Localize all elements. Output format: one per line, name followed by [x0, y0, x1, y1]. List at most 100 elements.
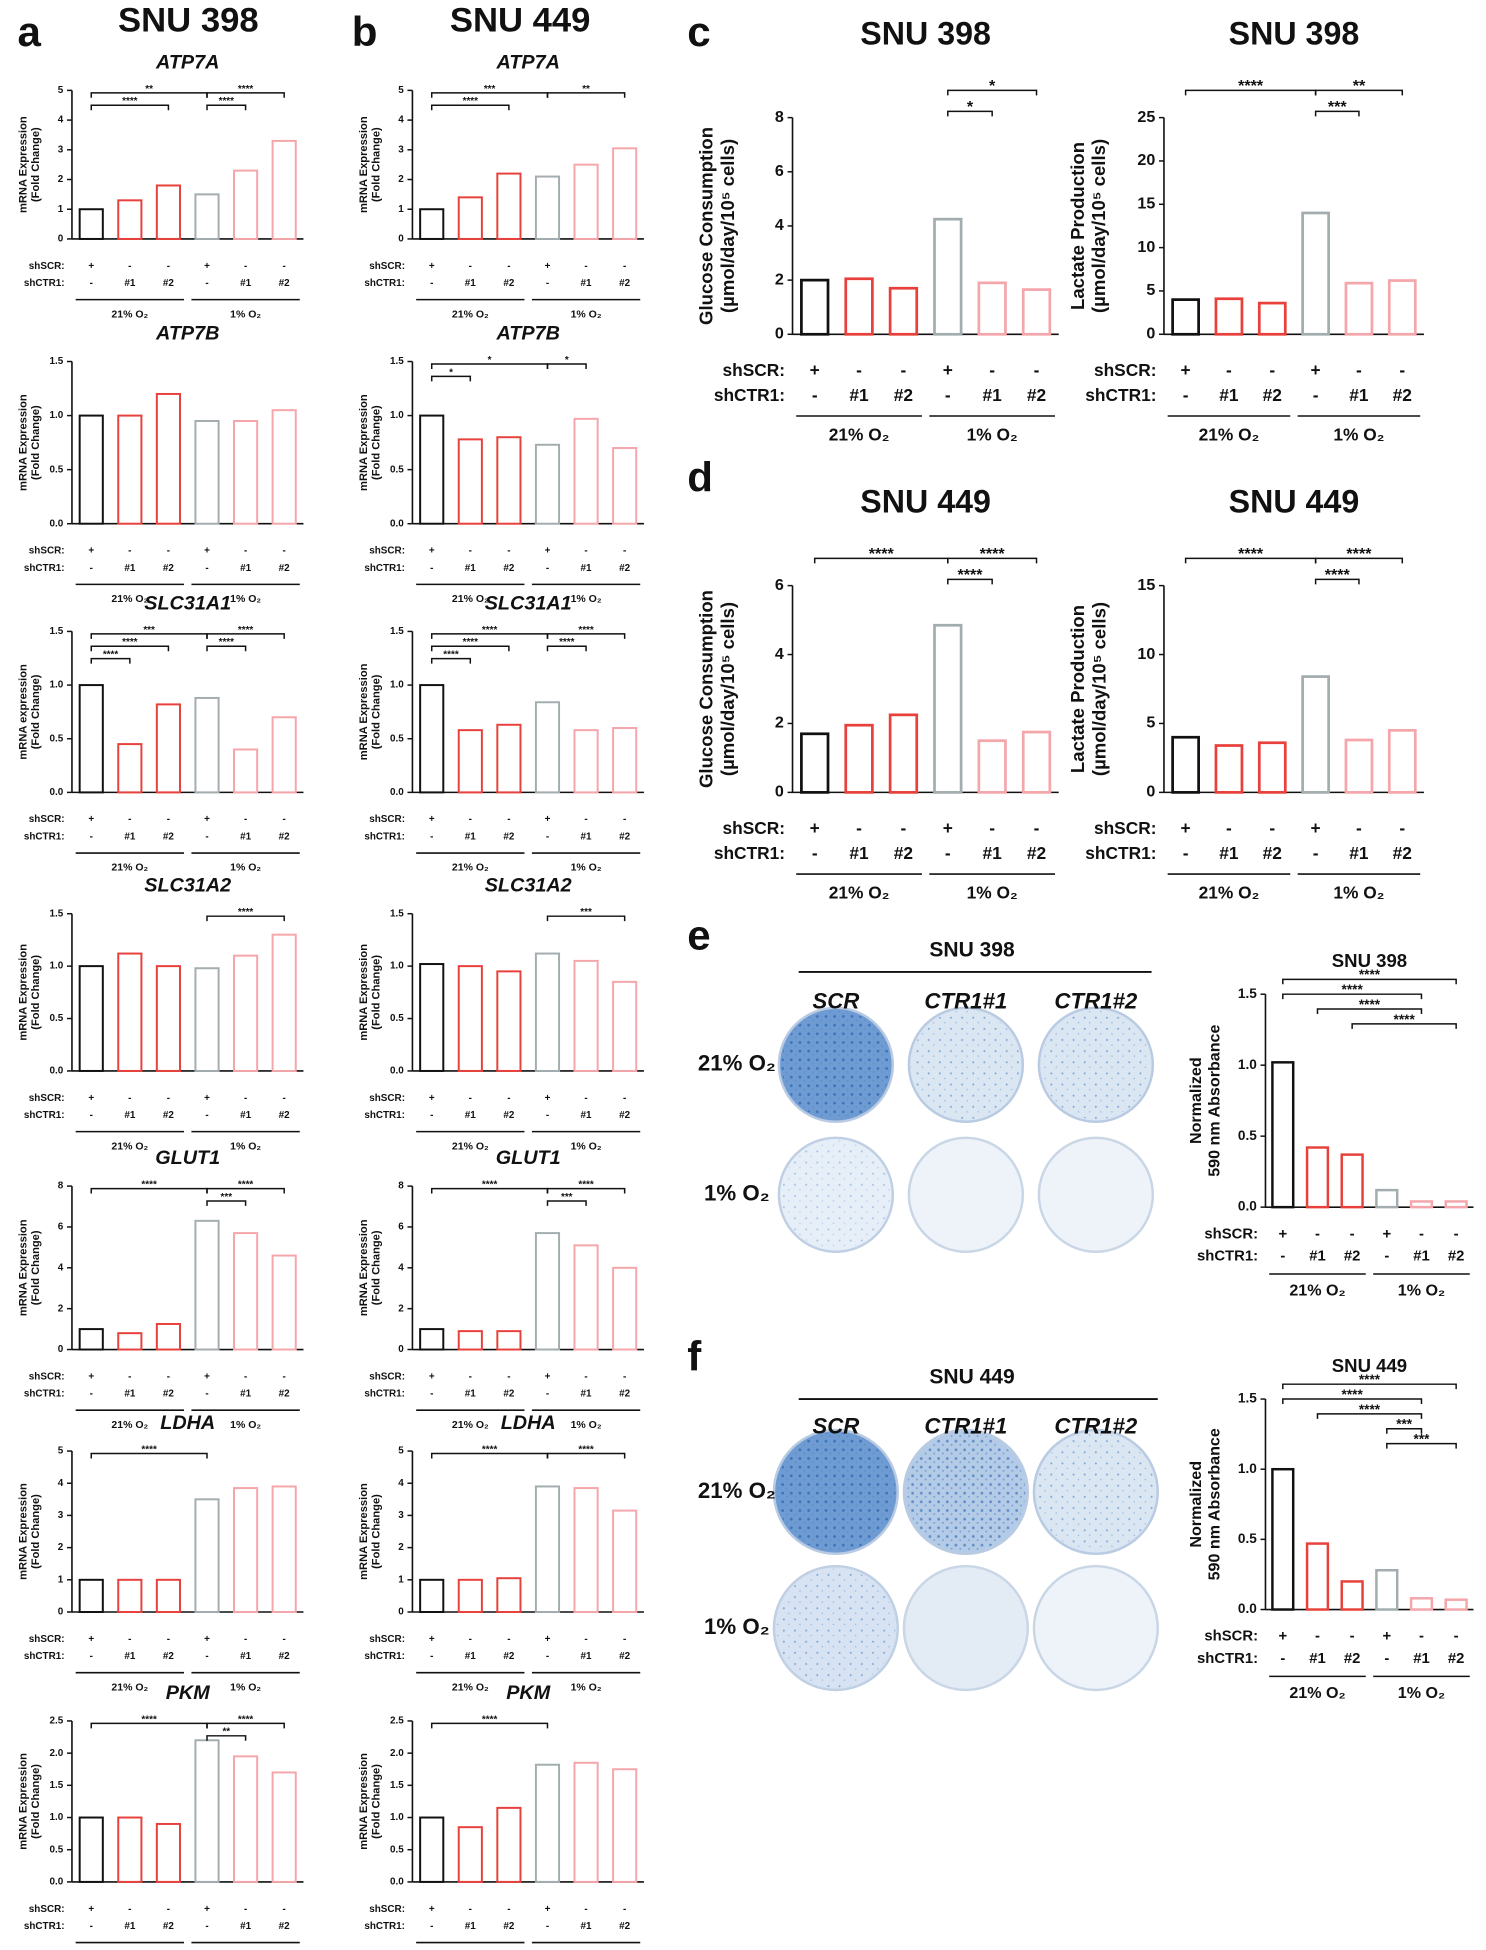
bar [155, 392, 181, 525]
y-tick-label: 2 [398, 1542, 404, 1553]
bar [78, 414, 104, 525]
condition-label: - [90, 1110, 93, 1121]
condition-label: #1 [240, 563, 252, 574]
y-axis-label: mRNA Expression [358, 116, 370, 213]
significance-label: **** [443, 650, 459, 661]
condition-label: #1 [465, 1110, 477, 1121]
y-tick-label: 2 [775, 714, 784, 732]
condition-label: - [1313, 843, 1319, 863]
condition-label: - [812, 843, 818, 863]
y-tick-label: 0.0 [50, 1877, 64, 1888]
bar [1214, 297, 1244, 336]
chart-title: SNU 449 [860, 483, 991, 519]
y-tick-label: 20 [1137, 151, 1155, 169]
chart-title: SLC31A1 [144, 592, 231, 614]
bar [155, 703, 181, 794]
bar [612, 980, 638, 1072]
condition-label: #2 [1448, 1651, 1465, 1667]
bar [457, 1330, 483, 1351]
significance-label: **** [238, 84, 254, 95]
bar [117, 743, 143, 794]
condition-label: #2 [619, 278, 631, 289]
dish-row-label: 21% O₂ [698, 1478, 776, 1503]
condition-label: - [469, 814, 472, 825]
bar [194, 420, 220, 525]
bar [800, 278, 830, 336]
y-tick-label: 10 [1137, 645, 1155, 663]
bar [117, 199, 143, 240]
panel-heading: SNU 398 [118, 1, 259, 39]
y-axis-label: (Fold Change) [371, 1230, 383, 1305]
condition-label: - [1183, 385, 1189, 405]
condition-label: - [128, 1634, 131, 1645]
condition-label: + [204, 1904, 210, 1915]
bar [117, 1816, 143, 1883]
condition-label: - [1454, 1629, 1459, 1645]
condition-label: - [469, 261, 472, 272]
significance-label: **** [1359, 997, 1381, 1012]
significance-bracket [546, 363, 587, 369]
condition-label: + [88, 546, 94, 557]
condition-label: - [507, 814, 510, 825]
condition-label: - [244, 546, 247, 557]
condition-label: + [429, 1093, 435, 1104]
significance-bracket [546, 92, 626, 98]
condition-label: #1 [1413, 1651, 1430, 1667]
significance-label: **** [103, 650, 119, 661]
significance-bracket [1282, 1398, 1423, 1404]
condition-label: - [283, 1371, 286, 1382]
condition-label: - [546, 278, 549, 289]
panel-label: c [687, 8, 710, 55]
bar [117, 1332, 143, 1351]
row-label: shSCR: [29, 1371, 65, 1382]
condition-label: - [128, 546, 131, 557]
significance-bracket [546, 633, 626, 639]
bar [457, 1826, 483, 1883]
condition-label: + [88, 814, 94, 825]
significance-label: **** [1342, 982, 1364, 997]
condition-label: - [901, 360, 907, 380]
bar [1375, 1568, 1399, 1611]
condition-label: #2 [1344, 1249, 1361, 1265]
bar [573, 1244, 599, 1351]
condition-label: + [204, 1093, 210, 1104]
row-label: shSCR: [1094, 360, 1157, 380]
significance-bracket [90, 645, 170, 652]
significance-bracket [546, 645, 587, 652]
bar [1387, 728, 1417, 794]
condition-label: #2 [279, 832, 291, 843]
condition-label: - [90, 1389, 93, 1400]
condition-label: #2 [1027, 843, 1046, 863]
bar [534, 175, 561, 240]
y-tick-label: 0 [398, 1607, 404, 1618]
bar [1257, 301, 1287, 336]
group-label: 1% O₂ [230, 862, 261, 874]
bar [271, 716, 297, 794]
condition-label: - [546, 563, 549, 574]
y-tick-label: 2.0 [50, 1748, 64, 1759]
significance-label: *** [1396, 1417, 1413, 1432]
row-label: shCTR1: [714, 385, 785, 405]
condition-label: #1 [240, 832, 252, 843]
group-label: 21% O₂ [111, 308, 148, 320]
row-label: shSCR: [369, 261, 405, 272]
dish-texture [776, 1568, 896, 1688]
bar [271, 1254, 297, 1351]
significance-bracket [1316, 1413, 1423, 1419]
condition-label: - [1399, 818, 1405, 838]
bar [155, 1578, 181, 1613]
condition-label: - [430, 1110, 433, 1121]
bar [496, 1806, 522, 1883]
condition-label: #1 [983, 385, 1003, 405]
condition-label: #1 [124, 1921, 136, 1932]
y-tick-label: 0 [1146, 325, 1155, 343]
significance-bracket [1314, 557, 1404, 564]
y-axis-label: Glucose Consumption [695, 127, 716, 325]
condition-label: #1 [465, 278, 477, 289]
dish-texture [906, 1432, 1026, 1552]
y-axis-label: Glucose Consumption [695, 590, 716, 788]
group-label: 21% O₂ [452, 862, 489, 874]
y-tick-label: 0.5 [50, 1013, 64, 1024]
bar [271, 933, 297, 1072]
condition-label: #2 [1027, 385, 1046, 405]
